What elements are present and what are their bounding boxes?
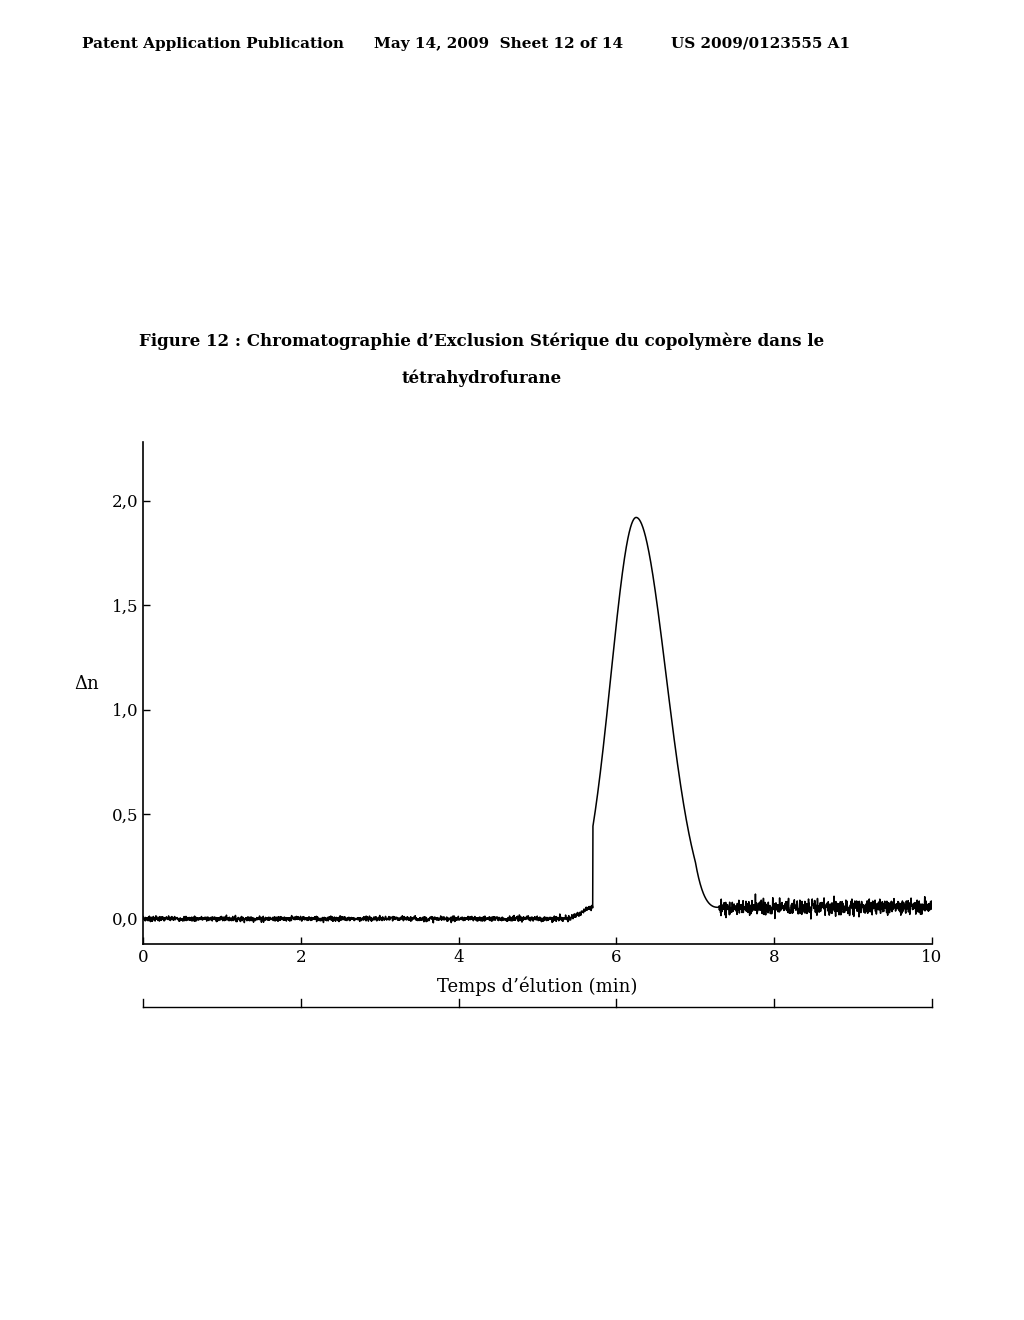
Text: Figure 12 : Chromatographie d’Exclusion Stérique du copolymère dans le: Figure 12 : Chromatographie d’Exclusion … xyxy=(138,333,824,350)
Text: US 2009/0123555 A1: US 2009/0123555 A1 xyxy=(671,37,850,51)
Text: May 14, 2009  Sheet 12 of 14: May 14, 2009 Sheet 12 of 14 xyxy=(374,37,623,51)
Y-axis label: Δn: Δn xyxy=(75,675,99,693)
Text: Patent Application Publication: Patent Application Publication xyxy=(82,37,344,51)
Text: tétrahydrofurane: tétrahydrofurane xyxy=(401,370,561,387)
X-axis label: Temps d’élution (min): Temps d’élution (min) xyxy=(437,977,638,997)
